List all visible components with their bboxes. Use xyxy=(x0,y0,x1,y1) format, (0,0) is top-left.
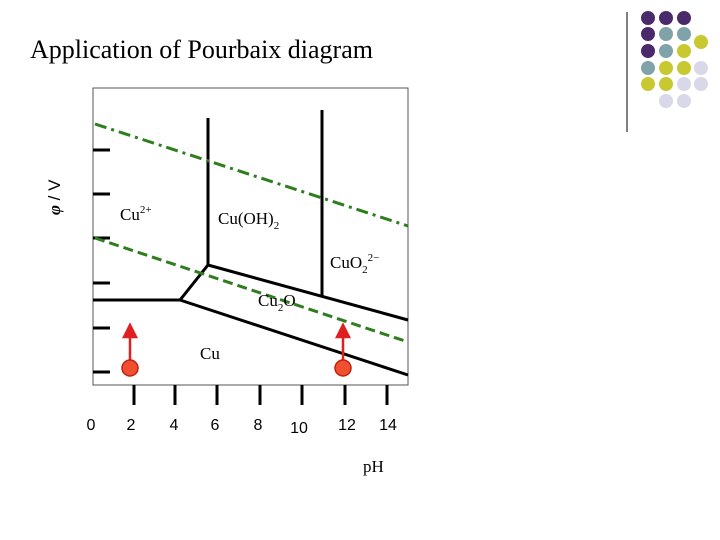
slide-title: Application of Pourbaix diagram xyxy=(30,35,373,64)
x-tick-label: 12 xyxy=(338,417,356,434)
y-axis-label: φ / V xyxy=(45,179,64,215)
region-label: Cu(OH)2 xyxy=(218,209,279,232)
x-tick-label: 10 xyxy=(290,420,308,437)
decoration xyxy=(626,11,708,132)
x-axis-label: pH xyxy=(363,457,384,476)
region-label: CuO22− xyxy=(330,252,379,276)
x-tick-label: 4 xyxy=(170,417,179,434)
x-ticks: 0 2 4 6 8 10 12 14 xyxy=(87,417,397,437)
x-tick-label: 14 xyxy=(379,417,397,434)
x-tick-label: 2 xyxy=(127,417,136,434)
region-label: Cu2+ xyxy=(120,204,152,224)
x-tick-label: 6 xyxy=(211,417,220,434)
plot xyxy=(92,87,409,405)
region-label: Cu2O xyxy=(258,291,296,314)
region-label: Cu xyxy=(200,344,220,363)
x-tick-label: 0 xyxy=(87,417,96,434)
x-tick-label: 8 xyxy=(254,417,263,434)
